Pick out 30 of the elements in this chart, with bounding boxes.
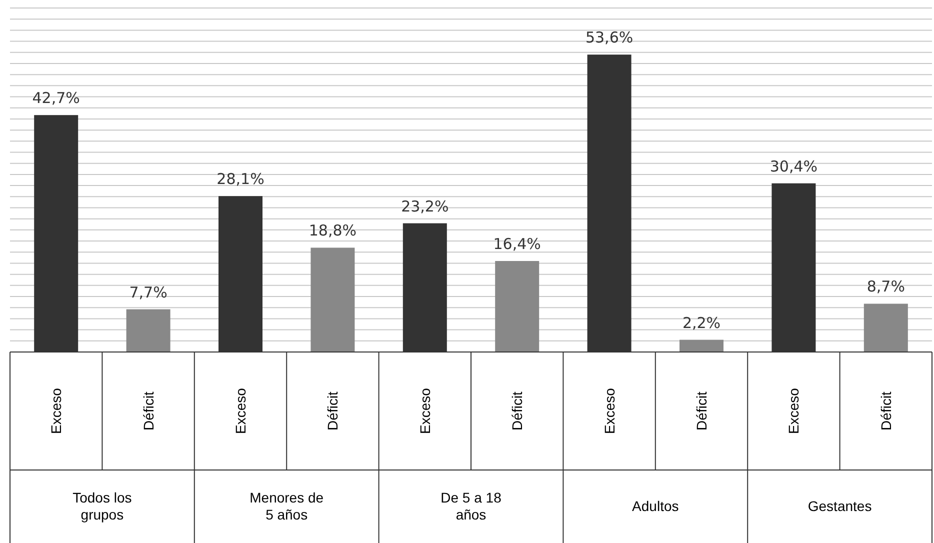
data-label: 2,2% — [682, 314, 721, 332]
data-label: 28,1% — [216, 170, 264, 188]
data-label: 30,4% — [770, 157, 818, 176]
text: Exceso — [786, 388, 802, 434]
text: Déficit — [140, 391, 156, 430]
data-label: 53,6% — [585, 28, 634, 47]
bar — [680, 340, 724, 352]
x-tick-label: Todos los grupos — [72, 489, 132, 522]
text: Exceso — [48, 388, 64, 434]
data-label: 16,4% — [493, 235, 541, 254]
bar — [864, 304, 908, 352]
data-label: 7,7% — [129, 283, 168, 302]
x-tick-label: De 5 a 18 años — [440, 489, 502, 522]
data-label: 8,7% — [866, 278, 905, 296]
text: Déficit — [324, 392, 341, 430]
data-label: 18,8% — [308, 222, 357, 240]
text: Exceso — [416, 388, 433, 434]
text: Déficit — [509, 392, 526, 430]
x-tick-label: Adultos — [632, 498, 679, 514]
bar — [126, 309, 170, 352]
data-label: 42,7% — [32, 89, 80, 108]
text: Exceso — [601, 388, 618, 434]
text: Déficit — [694, 392, 710, 430]
bar — [495, 261, 540, 352]
x-tick-label: Gestantes — [808, 498, 872, 514]
x-tick-label: Menores de 5 años — [250, 489, 324, 522]
text: Exceso — [232, 388, 248, 434]
text: Déficit — [878, 392, 894, 430]
bar — [310, 248, 355, 352]
data-label: 23,2% — [401, 197, 449, 216]
